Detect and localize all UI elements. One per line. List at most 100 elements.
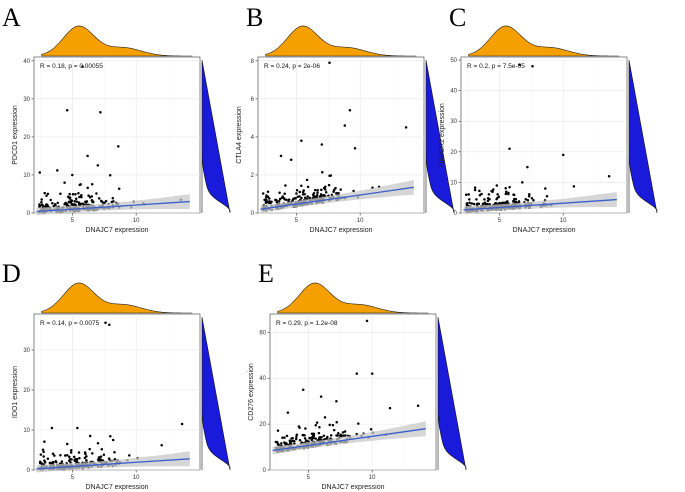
data-point bbox=[268, 197, 271, 200]
confidence-band bbox=[463, 192, 617, 214]
data-point bbox=[99, 457, 102, 461]
data-point bbox=[78, 456, 81, 460]
data-point bbox=[312, 432, 316, 436]
confidence-band bbox=[36, 194, 190, 216]
panel-letter-d: D bbox=[2, 259, 21, 288]
data-point bbox=[468, 198, 471, 201]
data-point bbox=[59, 192, 62, 195]
data-point bbox=[473, 188, 477, 192]
data-point bbox=[59, 454, 62, 457]
panel-d: D 5 10 0 10 20 30 DNAJC7 expression IDO1 expres… bbox=[2, 259, 231, 491]
data-point bbox=[328, 61, 331, 64]
panel-letter-c: C bbox=[449, 3, 466, 32]
data-point bbox=[117, 145, 120, 148]
data-point bbox=[77, 192, 80, 195]
data-point bbox=[486, 199, 490, 203]
y-axis-label: CD276 expression bbox=[248, 363, 255, 421]
data-point bbox=[86, 186, 89, 190]
data-point bbox=[339, 188, 342, 191]
data-point bbox=[113, 450, 116, 454]
y-tick-label: 20 bbox=[23, 388, 30, 394]
data-point bbox=[80, 193, 83, 197]
data-point bbox=[283, 192, 286, 196]
data-point bbox=[96, 442, 100, 445]
side-density-a bbox=[201, 60, 231, 214]
data-point bbox=[69, 461, 72, 464]
plot-frame-d bbox=[33, 313, 201, 471]
data-point bbox=[108, 323, 111, 327]
data-point bbox=[527, 194, 531, 198]
confidence-band bbox=[36, 451, 190, 473]
data-point bbox=[84, 200, 87, 203]
data-point bbox=[478, 193, 482, 197]
data-point bbox=[67, 200, 71, 204]
data-point bbox=[267, 201, 271, 204]
data-point bbox=[370, 372, 374, 375]
data-point bbox=[334, 186, 337, 190]
panel-b: B 5 10 0 2 4 6 8 DNAJC7 expression CTLA4 express… bbox=[236, 3, 455, 234]
data-point bbox=[352, 189, 355, 193]
data-point bbox=[278, 197, 282, 201]
y-tick-label: 10 bbox=[23, 428, 30, 434]
data-point bbox=[52, 204, 55, 208]
plot-frame-a bbox=[33, 56, 201, 214]
data-point bbox=[318, 425, 321, 429]
data-point bbox=[416, 404, 420, 408]
panel-a: A 5 10 0 10 20 30 40 DNAJC7 expression PDCD1 exp… bbox=[2, 3, 231, 234]
data-point bbox=[512, 193, 515, 196]
y-tick-label: 40 bbox=[259, 376, 266, 382]
data-point bbox=[388, 406, 392, 410]
data-point bbox=[281, 436, 284, 439]
data-point bbox=[320, 188, 323, 192]
data-point bbox=[315, 421, 319, 424]
data-point bbox=[504, 190, 508, 194]
x-axis-label: DNAJC7 expression bbox=[512, 227, 575, 234]
data-point bbox=[305, 178, 309, 182]
data-point bbox=[294, 437, 298, 441]
data-point bbox=[321, 171, 324, 174]
data-point bbox=[298, 195, 301, 198]
data-point bbox=[504, 186, 507, 190]
y-tick-label: 40 bbox=[23, 59, 30, 65]
data-point bbox=[276, 429, 280, 432]
data-point bbox=[292, 197, 295, 200]
data-point bbox=[475, 198, 478, 201]
data-point bbox=[298, 439, 302, 442]
data-point bbox=[86, 154, 89, 158]
y-tick-label: 0 bbox=[263, 468, 267, 474]
data-point bbox=[51, 452, 55, 456]
data-point bbox=[291, 439, 295, 443]
data-point bbox=[300, 196, 303, 200]
data-point bbox=[53, 454, 56, 457]
regression-line bbox=[36, 200, 190, 213]
data-point bbox=[319, 395, 323, 398]
data-point bbox=[39, 453, 43, 456]
y-tick-label: 30 bbox=[450, 119, 457, 125]
data-point bbox=[65, 442, 69, 446]
data-point bbox=[49, 198, 52, 202]
data-point bbox=[329, 174, 333, 177]
panel-letter-b: B bbox=[246, 3, 263, 32]
data-point bbox=[73, 200, 77, 203]
data-point bbox=[298, 190, 302, 194]
data-point bbox=[39, 461, 42, 464]
data-point bbox=[111, 197, 115, 200]
data-point bbox=[322, 186, 326, 190]
x-tick-label: 5 bbox=[307, 475, 311, 481]
data-point bbox=[298, 426, 301, 430]
data-point bbox=[306, 195, 309, 198]
data-point bbox=[545, 195, 549, 198]
y-axis-label: IDO1 expression bbox=[12, 366, 19, 418]
data-point bbox=[295, 433, 299, 437]
data-point bbox=[496, 193, 499, 196]
data-point bbox=[524, 198, 528, 201]
top-density-a bbox=[41, 25, 193, 57]
data-point bbox=[113, 458, 117, 461]
data-point bbox=[504, 192, 508, 196]
data-point bbox=[99, 199, 103, 203]
data-point bbox=[303, 437, 307, 440]
data-point bbox=[128, 454, 131, 457]
data-point bbox=[318, 195, 322, 198]
data-point bbox=[314, 424, 318, 427]
top-density-b bbox=[265, 25, 417, 57]
